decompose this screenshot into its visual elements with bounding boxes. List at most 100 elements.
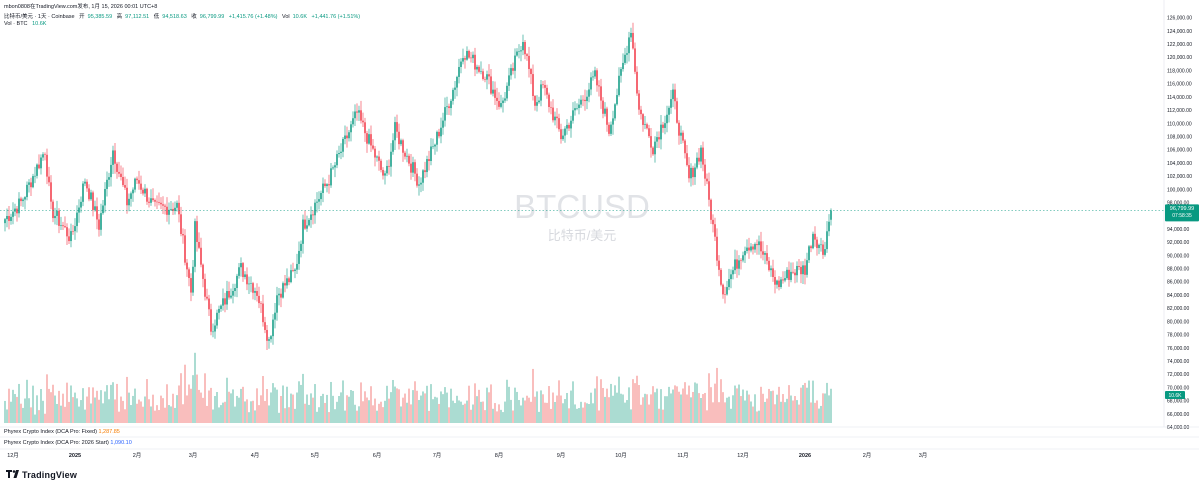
volume-bar xyxy=(80,400,82,423)
candle-body xyxy=(396,122,398,132)
candle-body xyxy=(642,114,644,125)
candle-body xyxy=(828,221,830,232)
candle-body xyxy=(522,42,524,51)
candle-body xyxy=(576,108,578,109)
volume-bar xyxy=(674,385,676,423)
volume-legend: Vol · BTC 10.6K xyxy=(4,21,49,27)
candle-body xyxy=(660,124,662,140)
candle-body xyxy=(100,213,102,230)
candle-body xyxy=(806,260,808,275)
candle-body xyxy=(154,200,156,202)
candle-body xyxy=(80,201,82,208)
vol-label: Vol xyxy=(281,14,290,20)
candle-body xyxy=(462,58,464,62)
candle-body xyxy=(370,134,372,146)
price-tick-label: 106,000.00 xyxy=(1167,148,1192,154)
volume-bar xyxy=(476,396,478,423)
volume-bar xyxy=(368,400,370,423)
vol-line-label[interactable]: Vol · BTC xyxy=(4,21,28,27)
price-tick-label: 90,000.00 xyxy=(1167,253,1189,259)
volume-bar xyxy=(170,406,172,423)
volume-bar xyxy=(388,398,390,423)
volume-tag-bg xyxy=(1165,391,1185,399)
volume-bar xyxy=(300,384,302,423)
volume-bar xyxy=(486,387,488,423)
candle-body xyxy=(674,89,676,102)
candle-body xyxy=(800,266,802,275)
candle-body xyxy=(718,260,720,270)
candle-body xyxy=(238,267,240,276)
candle-body xyxy=(468,50,470,58)
volume-bar xyxy=(504,401,506,423)
candle-body xyxy=(50,182,52,202)
volume-bar xyxy=(104,391,106,423)
candle-body xyxy=(712,219,714,225)
volume-bar xyxy=(536,391,538,423)
candle-body xyxy=(450,100,452,109)
candle-body xyxy=(732,270,734,275)
volume-bar xyxy=(820,405,822,423)
volume-bar xyxy=(202,397,204,423)
volume-bar xyxy=(164,407,166,423)
indicator-row-2[interactable]: Phyrex Crypto Index (DCA Pro: 2026 Start… xyxy=(4,440,132,446)
candle-body xyxy=(22,199,24,202)
candle-body xyxy=(448,106,450,109)
candle-body xyxy=(242,263,244,278)
volume-bar xyxy=(422,391,424,423)
candle-body xyxy=(166,206,168,215)
volume-bar xyxy=(116,383,118,423)
volume-bar xyxy=(198,389,200,423)
symbol-label[interactable]: 比特币/美元 · 1天 · Coinbase xyxy=(4,14,75,20)
volume-bar xyxy=(316,411,318,423)
volume-bar xyxy=(412,390,414,423)
candle-body xyxy=(526,54,528,56)
volume-bar xyxy=(830,388,832,423)
volume-bar xyxy=(432,399,434,423)
volume-bar xyxy=(680,394,682,423)
candle-body xyxy=(46,154,48,177)
candle-body xyxy=(306,225,308,229)
price-tick-label: 100,000.00 xyxy=(1167,187,1192,193)
candle-body xyxy=(186,262,188,270)
volume-bar xyxy=(528,397,530,423)
volume-bar xyxy=(384,400,386,423)
candle-body xyxy=(164,205,166,207)
candle-body xyxy=(212,331,214,333)
candle-body xyxy=(606,108,608,125)
candle-body xyxy=(668,107,670,115)
time-axis[interactable]: 12月 2025 2月 3月 4月 5月 6月 7月 8月 9月 10月 11月 12月 2026 2月 3月 xyxy=(7,452,927,459)
volume-bar xyxy=(508,386,510,423)
candle-body xyxy=(116,163,118,172)
volume-bar xyxy=(566,392,568,423)
volume-bar xyxy=(452,400,454,423)
volume-bar xyxy=(256,388,258,423)
tradingview-logo[interactable]: TradingView xyxy=(22,470,78,480)
volume-bar xyxy=(732,395,734,423)
candle-body xyxy=(346,135,348,139)
candle-body xyxy=(188,269,190,279)
candle-body xyxy=(570,120,572,129)
volume-bar xyxy=(748,394,750,423)
volume-bar xyxy=(464,403,466,423)
candle-body xyxy=(140,183,142,190)
price-tick-label: 120,000.00 xyxy=(1167,55,1192,61)
indicator-row-1[interactable]: Phyrex Crypto Index (DCA Pro: Fixed) 1,2… xyxy=(4,429,120,435)
time-tick-label: 12月 xyxy=(7,452,19,459)
candle-body xyxy=(506,85,508,99)
candle-body xyxy=(86,181,88,189)
candle-body xyxy=(344,135,346,139)
vol-change: +1,441.76 (+1.51%) xyxy=(311,14,361,20)
volume-bar xyxy=(184,364,186,423)
candle-body xyxy=(102,205,104,214)
candle-body xyxy=(352,118,354,125)
candle-body xyxy=(366,133,368,144)
candle-body xyxy=(452,89,454,101)
volume-bar xyxy=(30,407,32,423)
candle-body xyxy=(228,291,230,298)
volume-bars xyxy=(4,352,832,423)
candle-body xyxy=(820,244,822,246)
candle-body xyxy=(430,146,432,162)
candle-body xyxy=(624,54,626,63)
volume-bar xyxy=(296,392,298,423)
